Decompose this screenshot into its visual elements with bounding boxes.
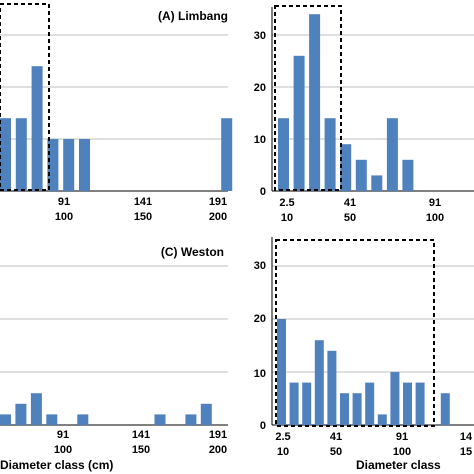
panel-c-x-axis-title: Diameter class (cm) bbox=[0, 458, 113, 472]
panel-b-xtick-3-bottom: 100 bbox=[426, 212, 444, 224]
panel-d-xtick-2-top: 41 bbox=[330, 431, 342, 443]
panel-a-highlight-box bbox=[0, 3, 50, 191]
panel-b-bar-6 bbox=[355, 159, 367, 191]
panel-d-bars bbox=[277, 319, 450, 425]
panel-a-bar-4 bbox=[47, 139, 59, 191]
panel-d-bar-2 bbox=[289, 382, 299, 425]
panel-d-bar-13 bbox=[440, 393, 450, 425]
panel-a-xtick-3-bottom: 200 bbox=[209, 211, 227, 223]
panel-c-bar-8 bbox=[200, 403, 212, 425]
panel-b: 0 10 20 30 2.5 10 41 50 91 100 bbox=[254, 5, 474, 224]
panel-a-xtick-2-top: 141 bbox=[134, 196, 152, 208]
panel-c-xtick-2-bottom: 150 bbox=[132, 444, 150, 456]
panel-c-xtick-3-bottom: 200 bbox=[209, 444, 227, 456]
panel-d-bar-12 bbox=[415, 382, 425, 425]
panel-a-bar-6 bbox=[79, 139, 90, 191]
panel-a: (A) Limbang 91 100 141 150 191 200 bbox=[0, 3, 233, 223]
panel-c-xtick-3-top: 191 bbox=[209, 429, 227, 441]
panel-d-xtick-4-bottom: 15 bbox=[460, 446, 472, 458]
panel-b-highlight-box bbox=[274, 5, 342, 191]
panel-b-bar-9 bbox=[402, 159, 414, 191]
panel-b-xtick-1-top: 2.5 bbox=[279, 197, 294, 209]
panel-a-xtick-1-top: 91 bbox=[58, 196, 70, 208]
panel-c-bar-6 bbox=[154, 414, 166, 425]
panel-c-xtick-2-top: 141 bbox=[132, 429, 150, 441]
panel-d-bar-5 bbox=[327, 350, 337, 425]
panel-a-xtick-3-top: 191 bbox=[209, 196, 227, 208]
panel-a-bars bbox=[0, 66, 233, 191]
panel-d-bar-3 bbox=[302, 382, 312, 425]
panel-d-ytick-10: 10 bbox=[254, 368, 266, 380]
panel-b-bar-2 bbox=[293, 55, 305, 191]
panel-d-ytick-30: 30 bbox=[254, 260, 266, 272]
panel-d-xtick-4-top: 14 bbox=[460, 431, 473, 443]
panel-b-bars bbox=[278, 14, 414, 192]
panel-b-xtick-2-bottom: 50 bbox=[344, 212, 356, 224]
panel-c-bar-3 bbox=[30, 393, 42, 425]
panel-d-bar-11 bbox=[403, 382, 412, 425]
panel-c-bar-2 bbox=[15, 403, 27, 425]
panel-d-bar-7 bbox=[352, 393, 362, 425]
panel-a-bar-1 bbox=[0, 118, 11, 191]
panel-b-xtick-1-bottom: 10 bbox=[281, 212, 293, 224]
panel-d-xtick-1-top: 2.5 bbox=[275, 431, 290, 443]
panel-b-ytick-20: 20 bbox=[254, 82, 266, 94]
panel-b-bar-5 bbox=[340, 144, 352, 191]
panel-a-bar-5 bbox=[63, 139, 75, 191]
panel-c-bar-7 bbox=[185, 414, 197, 425]
panel-b-gridlines bbox=[272, 34, 474, 140]
panel-c-xtick-1-top: 91 bbox=[57, 429, 69, 441]
panel-d-bar-8 bbox=[365, 382, 375, 425]
panel-d-x-axis-title: Diameter class bbox=[356, 458, 441, 472]
panel-b-xtick-2-top: 41 bbox=[344, 197, 356, 209]
panel-d-bar-9 bbox=[377, 414, 387, 425]
panel-b-bar-8 bbox=[386, 118, 398, 191]
panel-b-ytick-0: 0 bbox=[260, 186, 266, 198]
panel-d-bar-10 bbox=[390, 372, 400, 425]
panel-d-xtick-3-bottom: 100 bbox=[393, 446, 411, 458]
panel-c-title: (C) Weston bbox=[161, 245, 224, 259]
panel-a-xtick-2-bottom: 150 bbox=[134, 211, 152, 223]
panel-b-ytick-30: 30 bbox=[254, 30, 266, 42]
panel-c-gridlines bbox=[0, 265, 228, 373]
panel-d-xtick-3-top: 91 bbox=[396, 431, 408, 443]
panel-c-bars bbox=[0, 393, 212, 425]
panel-c-xtick-1-bottom: 100 bbox=[54, 444, 72, 456]
panel-d-ytick-0: 0 bbox=[260, 420, 266, 432]
panel-b-bar-1 bbox=[278, 118, 289, 191]
panel-b-xtick-3-top: 91 bbox=[429, 197, 441, 209]
panel-a-bar-3 bbox=[31, 66, 43, 191]
panel-d-ytick-20: 20 bbox=[254, 313, 266, 325]
panel-b-ytick-10: 10 bbox=[254, 134, 266, 146]
panel-d-highlight-box bbox=[275, 239, 435, 427]
panel-d-gridlines bbox=[272, 265, 474, 373]
panel-c: (C) Weston 91 100 141 150 191 200 Diamet… bbox=[0, 245, 228, 472]
panel-d-xtick-2-bottom: 50 bbox=[330, 446, 342, 458]
panel-d-bar-4 bbox=[314, 340, 324, 425]
panel-c-bar-4 bbox=[46, 414, 58, 425]
panel-a-title: (A) Limbang bbox=[158, 9, 228, 23]
panel-b-bar-4 bbox=[324, 118, 336, 191]
panel-c-bar-5 bbox=[77, 414, 89, 425]
panel-a-bar-2 bbox=[15, 118, 27, 191]
panel-d: 0 10 20 30 2.5 10 41 50 91 100 14 15 Dia… bbox=[254, 237, 474, 472]
panel-d-bar-1 bbox=[277, 319, 286, 425]
panel-a-bar-7 bbox=[221, 118, 233, 191]
panel-d-xtick-1-bottom: 10 bbox=[277, 446, 289, 458]
panel-a-xtick-1-bottom: 100 bbox=[55, 211, 73, 223]
panel-c-bar-1 bbox=[0, 414, 11, 425]
panel-b-bar-7 bbox=[371, 175, 383, 191]
panel-b-bar-3 bbox=[309, 14, 321, 192]
panel-d-bar-6 bbox=[340, 393, 349, 425]
